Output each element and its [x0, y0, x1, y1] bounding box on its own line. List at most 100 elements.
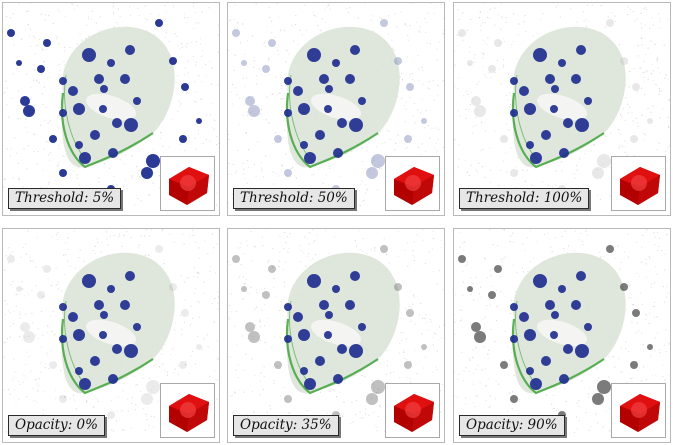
cube-highlight: [405, 402, 421, 418]
outer-sphere: [406, 83, 414, 91]
shell-edge: [285, 92, 379, 169]
outer-sphere: [380, 19, 388, 27]
outer-sphere: [632, 83, 640, 91]
outer-sphere: [181, 309, 189, 317]
cube-right: [638, 175, 660, 205]
inner-sphere: [358, 323, 366, 331]
inner-sphere: [558, 59, 566, 67]
outer-sphere: [284, 169, 292, 177]
shell-edge: [60, 92, 154, 169]
panel-threshold-100: Threshold: 100%: [453, 2, 671, 216]
inner-sphere: [90, 356, 100, 366]
outer-sphere: [232, 255, 240, 263]
inner-sphere: [333, 148, 343, 158]
inner-sphere: [284, 77, 292, 85]
outer-sphere: [404, 361, 412, 369]
inner-sphere: [108, 374, 118, 384]
outer-spheres: [458, 19, 653, 204]
inner-sphere: [530, 152, 542, 164]
inner-sphere: [350, 271, 360, 281]
panel-threshold-5: Threshold: 5%: [2, 2, 220, 216]
inner-sphere: [300, 367, 308, 375]
transfer-function-cube-widget[interactable]: [160, 156, 215, 211]
volume-render-scene: [454, 3, 670, 207]
inner-sphere: [337, 344, 347, 354]
cube-icon: [394, 167, 434, 205]
inner-sphere: [319, 74, 329, 84]
inner-sphere: [524, 103, 536, 115]
outer-sphere: [49, 135, 57, 143]
outer-sphere: [248, 331, 260, 343]
outer-sphere: [494, 265, 502, 273]
transfer-function-cube-widget[interactable]: [385, 383, 440, 438]
inner-sphere: [545, 300, 555, 310]
inner-sphere: [575, 344, 589, 358]
inner-sphere: [82, 274, 96, 288]
outer-sphere: [59, 169, 67, 177]
shell-edge: [511, 92, 605, 169]
transfer-function-cube-widget[interactable]: [160, 383, 215, 438]
inner-sphere: [510, 109, 518, 117]
inner-spheres: [510, 271, 592, 390]
outer-sphere: [632, 309, 640, 317]
inner-sphere: [558, 285, 566, 293]
shell-edge: [285, 318, 379, 395]
outer-sphere: [179, 135, 187, 143]
inner-sphere: [284, 109, 292, 117]
inner-sphere: [59, 77, 67, 85]
outer-sphere: [107, 411, 115, 419]
inner-sphere: [519, 312, 529, 322]
volume-render-scene: [228, 229, 444, 434]
cube-icon: [620, 167, 660, 205]
inner-sphere: [133, 323, 141, 331]
inner-sphere: [107, 285, 115, 293]
outer-sphere: [146, 154, 160, 168]
inner-sphere: [125, 271, 135, 281]
inner-sphere: [324, 105, 332, 113]
outer-sphere: [179, 361, 187, 369]
inner-sphere: [112, 344, 122, 354]
outer-sphere: [37, 65, 45, 73]
volume-render-scene: [3, 3, 219, 207]
inner-sphere: [298, 329, 310, 341]
inner-sphere: [73, 103, 85, 115]
cube-right: [412, 402, 434, 432]
outer-sphere: [380, 245, 388, 253]
inner-sphere: [510, 335, 518, 343]
inner-sphere: [325, 85, 333, 93]
transfer-function-cube-widget[interactable]: [611, 383, 666, 438]
outer-spheres: [458, 245, 653, 430]
inner-sphere: [284, 303, 292, 311]
outer-sphere: [494, 39, 502, 47]
inner-sphere: [315, 356, 325, 366]
shell-opening: [537, 319, 587, 347]
inner-sphere: [94, 74, 104, 84]
inner-sphere: [73, 329, 85, 341]
outer-sphere: [606, 245, 614, 253]
inner-sphere: [100, 311, 108, 319]
outer-sphere: [23, 331, 35, 343]
inner-sphere: [571, 74, 581, 84]
outer-sphere: [43, 39, 51, 47]
cube-icon: [169, 167, 209, 205]
panel-caption: Opacity: 0%: [8, 415, 105, 436]
outer-sphere: [404, 135, 412, 143]
outer-sphere: [59, 395, 67, 403]
inner-sphere: [133, 97, 141, 105]
inner-sphere: [576, 271, 586, 281]
outer-sphere: [458, 29, 466, 37]
transfer-function-cube-widget[interactable]: [611, 156, 666, 211]
inner-sphere: [120, 300, 130, 310]
inner-sphere: [59, 109, 67, 117]
outer-sphere: [394, 57, 402, 65]
inner-sphere: [324, 331, 332, 339]
transfer-function-cube-widget[interactable]: [385, 156, 440, 211]
inner-sphere: [293, 86, 303, 96]
shell-opening: [311, 93, 361, 121]
inner-sphere: [345, 74, 355, 84]
inner-sphere: [99, 331, 107, 339]
outer-sphere: [20, 322, 30, 332]
outer-sphere: [406, 309, 414, 317]
inner-sphere: [325, 311, 333, 319]
